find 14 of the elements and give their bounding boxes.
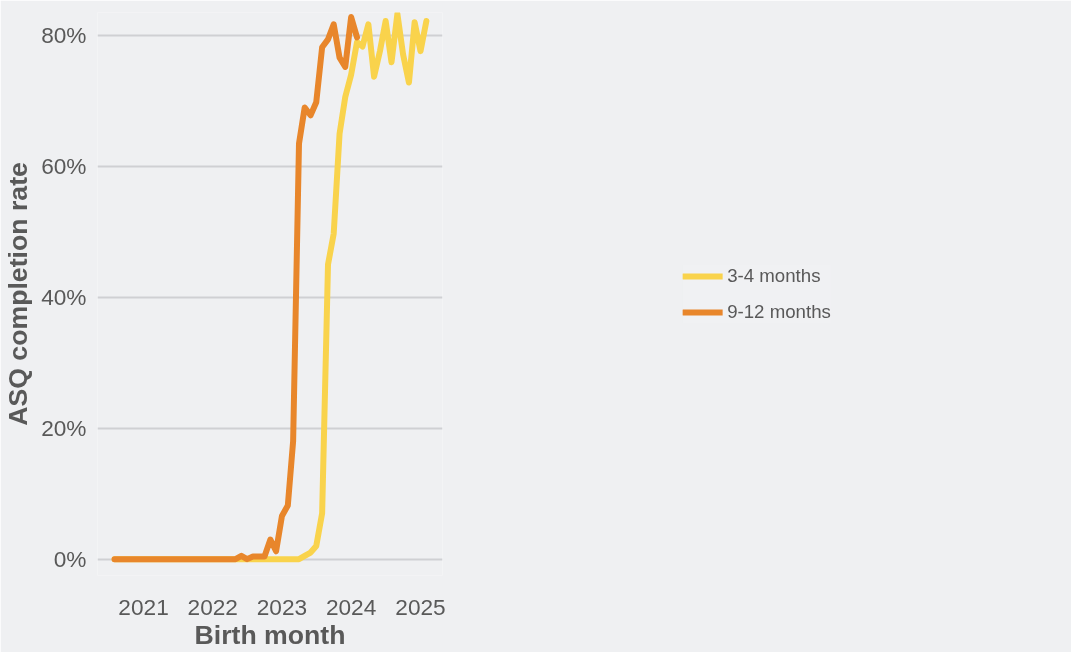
legend-label: 3-4 months bbox=[727, 264, 821, 287]
x-tick-label: 2025 bbox=[395, 593, 446, 620]
y-axis-title: ASQ completion rate bbox=[3, 162, 34, 426]
legend-label: 9-12 months bbox=[727, 300, 831, 323]
y-tick-label: 60% bbox=[41, 153, 87, 180]
y-tick-label: 40% bbox=[41, 284, 87, 311]
x-tick-label: 2021 bbox=[118, 593, 169, 620]
y-tick-label: 0% bbox=[53, 546, 87, 573]
x-tick-label: 2024 bbox=[325, 593, 377, 620]
y-tick-label: 20% bbox=[41, 415, 87, 442]
x-tick-label: 2022 bbox=[187, 593, 238, 620]
y-tick-label: 80% bbox=[41, 22, 87, 49]
x-tick-label: 2023 bbox=[256, 593, 308, 620]
x-axis-title: Birth month bbox=[194, 619, 346, 650]
